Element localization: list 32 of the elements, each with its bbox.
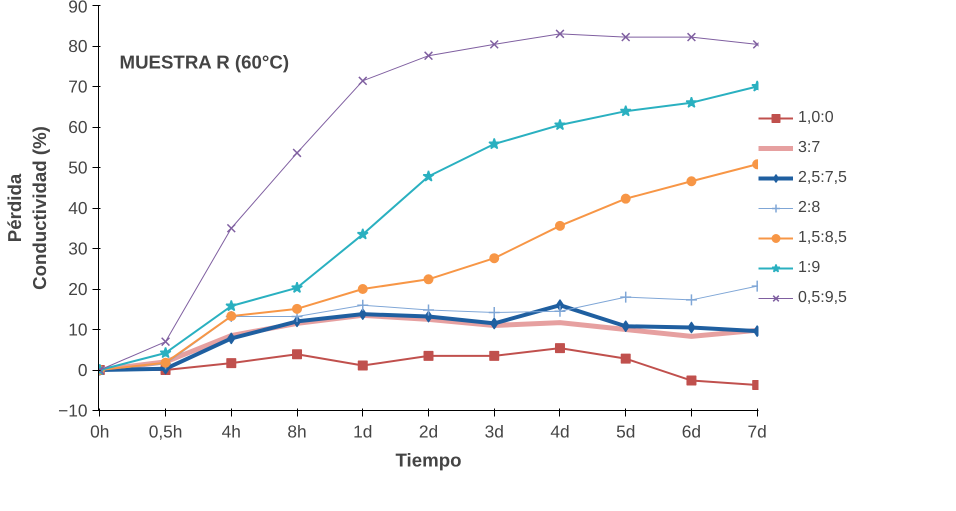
y-tick-label: 50 [68,158,88,178]
y-tick-label: 10 [68,320,88,340]
legend-label: 2:8 [798,198,820,216]
legend-label: 1,5:8,5 [798,228,847,246]
x-tick-label: 0,5h [148,422,182,442]
y-tick-label: 30 [68,238,88,258]
x-tick-label: 7d [748,422,767,442]
y-tick-label: −10 [58,400,88,420]
legend-label: 1,0:0 [798,108,834,126]
x-tick-label: 0h [90,422,110,442]
x-tick-label: 2d [418,422,438,442]
legend-label: 0,5:9,5 [798,288,847,306]
legend-label: 3:7 [798,138,820,156]
y-tick-label: 80 [68,36,88,56]
y-tick-label: 40 [68,198,88,218]
legend-label: 1:9 [798,258,820,276]
x-tick-label: 8h [287,422,307,442]
y-axis-title: Pérdida Conductividad (%) [4,126,50,290]
x-tick-label: 4d [550,422,570,442]
y-tick-label: 0 [78,360,88,380]
x-tick-label: 5d [616,422,636,442]
y-tick-label: 20 [68,279,88,299]
x-tick-label: 6d [682,422,702,442]
legend-label: 2,5:7,5 [798,168,847,186]
y-tick-label: 70 [68,76,88,96]
y-tick-label: 90 [68,0,88,16]
text: MUESTRA R (60°C) [120,52,290,73]
x-tick-label: 4h [222,422,241,442]
y-tick-label: 60 [68,117,88,137]
x-tick-label: 3d [484,422,504,442]
x-tick-label: 1d [353,422,372,442]
x-axis-title: Tiempo [396,450,462,470]
